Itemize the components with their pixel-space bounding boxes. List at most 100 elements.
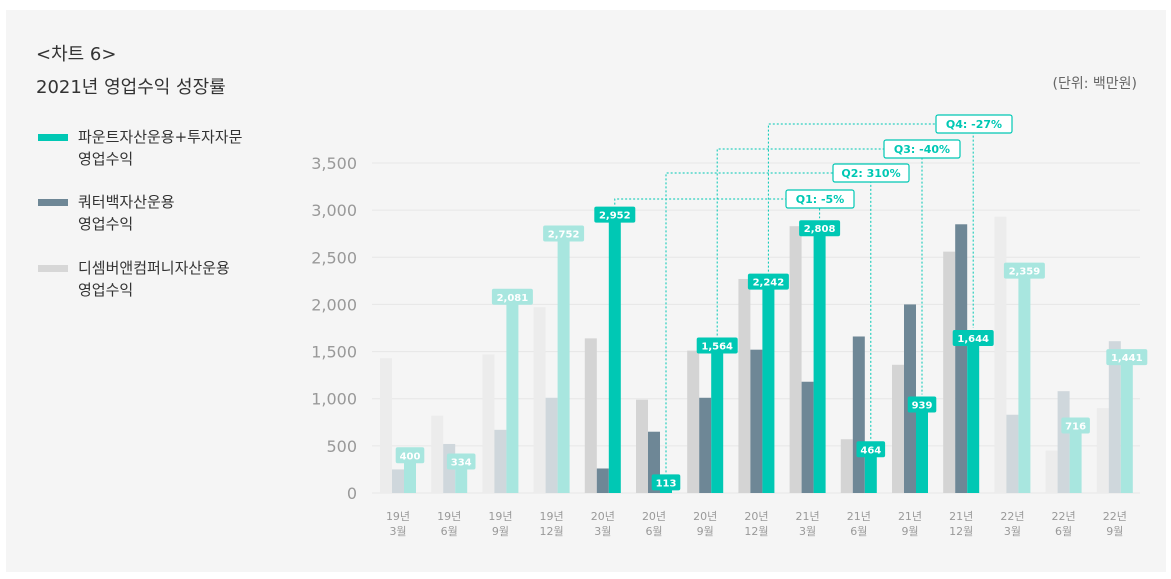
legend-label-fount: 파운트자산운용+투자자문 영업수익 (78, 126, 242, 170)
bar-december (687, 350, 700, 493)
x-tick-label: 12월 (949, 525, 973, 538)
bar-fount (506, 296, 519, 493)
y-tick-label: 0 (347, 484, 357, 503)
y-tick-label: 2,000 (311, 295, 357, 314)
bar-quarter (750, 349, 763, 493)
legend-label-quarter: 쿼터백자산운용 영업수익 (78, 191, 175, 235)
bar-quarter (699, 397, 712, 493)
bar-quarter (1108, 341, 1121, 493)
x-tick-label: 20년 (591, 510, 615, 523)
bar-fount (967, 337, 980, 493)
annotation-label: Q4: -27% (946, 118, 1002, 131)
value-label-bg (907, 396, 937, 413)
value-label-bg (446, 453, 476, 470)
x-tick-label: 19년 (540, 510, 564, 523)
value-label-bg (1003, 262, 1045, 279)
x-tick-label: 6월 (645, 525, 662, 538)
legend-swatch-december (38, 265, 68, 272)
bar-december (1096, 408, 1109, 493)
x-tick-label: 22년 (1103, 510, 1127, 523)
value-label: 464 (860, 445, 881, 456)
x-tick-label: 9월 (1106, 525, 1123, 538)
legend-label-line2: 영업수익 (78, 281, 134, 299)
value-label: 2,242 (753, 278, 785, 289)
bar-fount (1120, 357, 1133, 493)
value-label-bg (491, 288, 533, 305)
annotation-box (785, 189, 855, 209)
value-label-bg (594, 206, 636, 223)
y-tick-label: 2,500 (311, 248, 357, 267)
annotation-label: Q2: 310% (841, 167, 900, 180)
bar-december (482, 354, 495, 493)
y-tick-label: 1,500 (311, 343, 357, 362)
bar-december (636, 399, 648, 493)
legend-swatch-quarter (38, 199, 68, 206)
x-tick-label: 21년 (898, 510, 922, 523)
legend-label-line2: 영업수익 (78, 150, 134, 168)
bar-quarter (494, 429, 507, 493)
x-tick-label: 21년 (949, 510, 973, 523)
x-tick-label: 3월 (389, 525, 406, 538)
unit-label: (단위: 백만원) (1052, 76, 1138, 92)
legend-label-line1: 쿼터백자산운용 (78, 193, 175, 211)
x-tick-label: 3월 (1004, 525, 1021, 538)
value-label-bg (747, 273, 789, 290)
annotation-box (883, 139, 961, 159)
value-label: 113 (656, 478, 677, 489)
bar-quarter (545, 397, 558, 493)
x-tick-label: 6월 (850, 525, 867, 538)
value-label: 939 (912, 400, 933, 411)
annotation-box (832, 163, 910, 183)
bar-quarter (1057, 391, 1070, 493)
value-label-bg (1061, 417, 1090, 434)
x-tick-label: 19년 (437, 510, 461, 523)
value-label: 1,441 (1111, 353, 1143, 364)
chart-number: <차트 6> (36, 44, 117, 65)
x-tick-label: 20년 (693, 510, 717, 523)
annotation-connector (716, 148, 923, 395)
value-label: 334 (451, 458, 472, 469)
x-tick-label: 6월 (1055, 525, 1072, 538)
bar-december (380, 358, 392, 493)
value-label-bg (952, 329, 994, 346)
bar-december (994, 216, 1007, 493)
value-label: 1,564 (701, 342, 733, 353)
bar-fount (711, 345, 724, 493)
value-label: 2,952 (599, 211, 631, 222)
x-tick-label: 3월 (799, 525, 816, 538)
bar-december (840, 439, 853, 493)
annotation-box (935, 114, 1013, 134)
value-label-bg (696, 337, 738, 354)
annotation-label: Q1: -5% (796, 193, 844, 206)
x-tick-label: 9월 (901, 525, 918, 538)
value-label-bg (651, 474, 681, 491)
bar-quarter (596, 468, 609, 493)
y-tick-label: 500 (326, 437, 357, 456)
x-tick-label: 21년 (796, 510, 820, 523)
bar-fount (1018, 270, 1031, 493)
bar-fount (557, 233, 570, 494)
bar-december (892, 364, 904, 493)
x-tick-label: 9월 (492, 525, 509, 538)
value-label: 2,752 (548, 230, 580, 241)
bar-quarter (1006, 414, 1019, 493)
bar-fount (916, 404, 928, 493)
annotation-label: Q3: -40% (894, 143, 950, 156)
legend-label-line1: 디셈버앤컴퍼니자산운용 (78, 259, 230, 277)
legend-label-december: 디셈버앤컴퍼니자산운용 영업수익 (78, 257, 230, 301)
value-label: 1,644 (957, 334, 989, 345)
bar-december (738, 278, 751, 493)
annotation-connector (767, 123, 974, 328)
bar-december (1045, 450, 1058, 493)
value-label-bg (856, 441, 886, 458)
y-tick-label: 1,000 (311, 390, 357, 409)
x-tick-label: 22년 (1000, 510, 1024, 523)
bar-quarter (955, 224, 968, 494)
x-tick-label: 3월 (594, 525, 611, 538)
y-tick-label: 3,000 (311, 201, 357, 220)
x-tick-label: 19년 (386, 510, 410, 523)
bar-december (533, 307, 546, 493)
bar-fount (813, 228, 826, 493)
x-tick-label: 22년 (1052, 510, 1076, 523)
